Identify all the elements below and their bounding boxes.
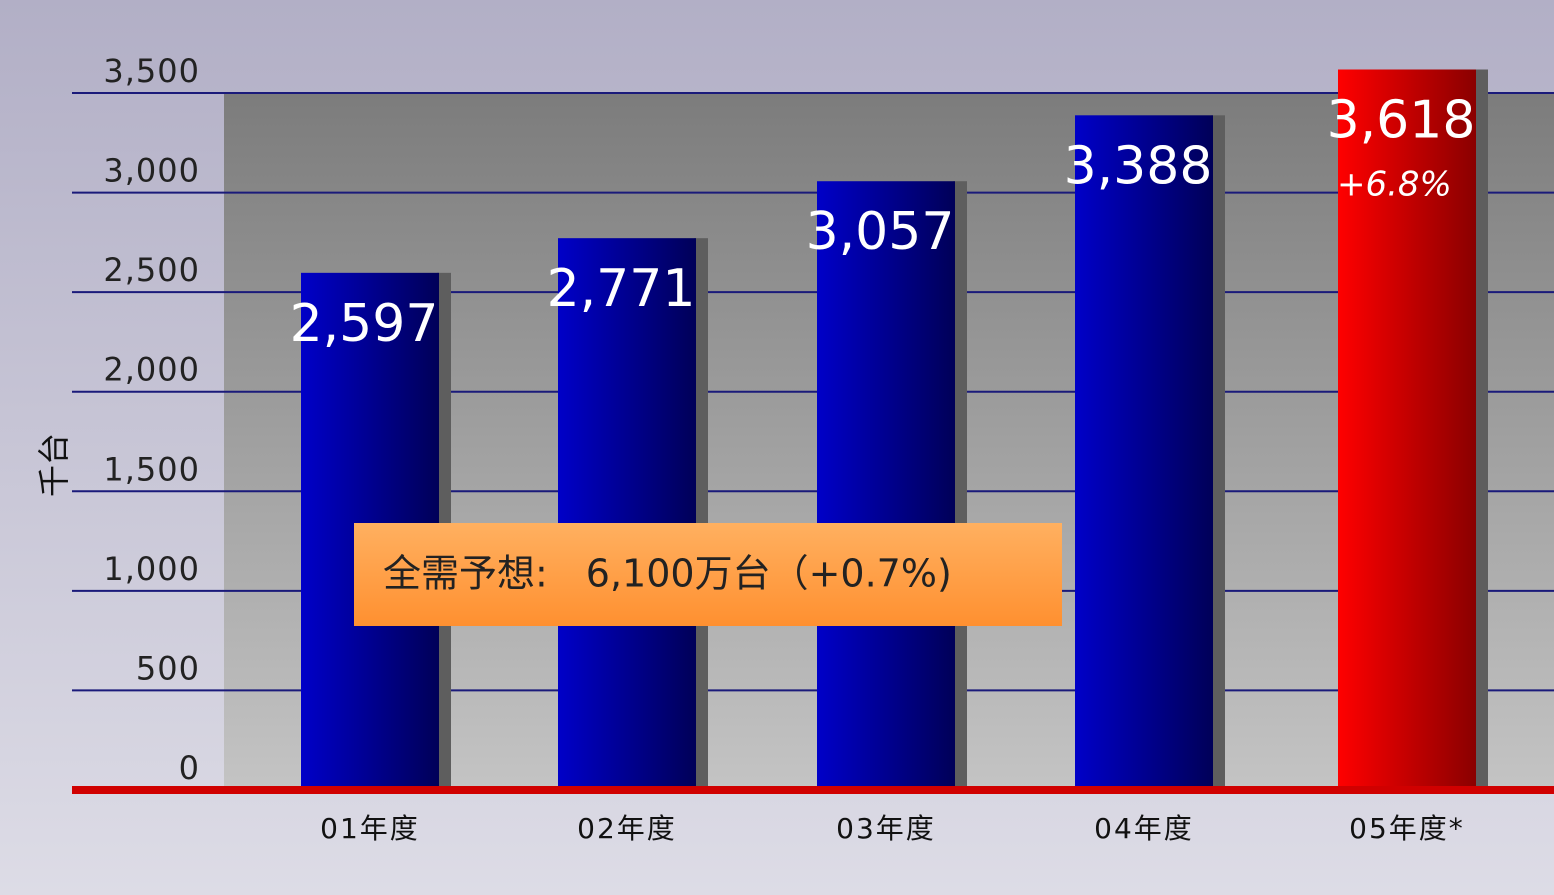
value-label: 3,388 <box>1064 136 1213 196</box>
x-tick-label: 03年度 <box>836 812 936 845</box>
value-label: 2,771 <box>547 259 696 319</box>
value-label: 3,057 <box>806 202 955 262</box>
y-tick-label: 500 <box>136 649 200 687</box>
bar <box>817 181 955 791</box>
bar-shadow <box>1474 69 1488 790</box>
y-tick-label: 1,500 <box>103 450 200 488</box>
value-label: 3,618 <box>1327 91 1476 151</box>
value-label: 2,597 <box>290 294 439 354</box>
x-tick-label: 01年度 <box>320 812 420 845</box>
y-tick-label: 2,000 <box>103 351 200 389</box>
bar-shadow <box>1211 115 1225 790</box>
box-annotation: 全需予想: 6,100万台（+0.7%) <box>383 552 952 596</box>
y-axis-label: 千台 <box>35 433 73 497</box>
bar <box>1075 115 1213 790</box>
bar <box>1338 69 1476 790</box>
x-tick-label: 05年度* <box>1349 812 1465 845</box>
y-tick-label: 3,500 <box>103 52 200 90</box>
bar <box>558 238 696 790</box>
x-tick-label: 02年度 <box>577 812 677 845</box>
y-tick-label: 0 <box>179 749 200 787</box>
bar-shadow <box>694 238 708 790</box>
x-tick-label: 04年度 <box>1094 812 1194 845</box>
growth-annotation: +6.8% <box>1337 165 1452 205</box>
annotation-box <box>354 523 1062 626</box>
y-tick-label: 2,500 <box>103 251 200 289</box>
y-tick-label: 3,000 <box>103 152 200 190</box>
y-tick-label: 1,000 <box>103 550 200 588</box>
bar-shadow <box>953 181 967 791</box>
